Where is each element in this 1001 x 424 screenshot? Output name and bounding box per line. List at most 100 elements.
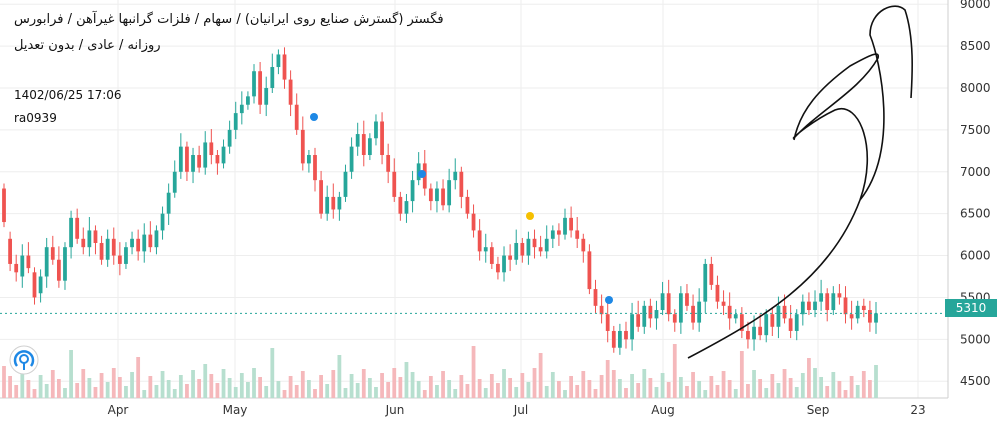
- candle-body: [447, 180, 452, 206]
- candle-body: [557, 230, 561, 235]
- candle-body: [453, 171, 458, 181]
- candle-body: [520, 242, 525, 256]
- volume-bar: [849, 376, 854, 398]
- volume-bar: [855, 385, 860, 398]
- volume-bar: [648, 378, 653, 398]
- volume-bar: [563, 390, 567, 398]
- volume-bar: [630, 374, 634, 398]
- chart-title: فگستر (گسترش صنایع روی ایرانیان) / سهام …: [14, 12, 444, 27]
- candle-body: [227, 129, 232, 147]
- candle-body: [813, 301, 817, 311]
- candle-body: [825, 293, 830, 311]
- candle-body: [2, 188, 6, 223]
- candle-body: [239, 104, 244, 114]
- volume-bar: [776, 383, 781, 398]
- candle-body: [81, 238, 86, 248]
- volume-bar: [807, 358, 811, 398]
- volume-bar: [416, 381, 421, 398]
- volume-bar: [459, 375, 464, 398]
- candle-body: [197, 155, 202, 168]
- candle-body: [50, 247, 55, 260]
- candle-body: [459, 171, 464, 197]
- volume-bar: [788, 378, 793, 398]
- volume-bar: [166, 380, 171, 398]
- volume-bar: [581, 371, 586, 398]
- volume-bar: [868, 380, 872, 398]
- volume-bar: [782, 369, 787, 398]
- candle-body: [20, 255, 25, 277]
- candle-body: [624, 330, 628, 340]
- volume-bar: [496, 383, 500, 398]
- chart-subtitle: روزانه / عادی / بدون تعدیل: [14, 38, 161, 53]
- volume-bar: [337, 355, 342, 398]
- volume-bar: [136, 357, 141, 398]
- x-tick-label: May: [223, 403, 248, 417]
- volume-bar: [215, 383, 220, 398]
- volume-bar: [642, 369, 647, 398]
- candle-body: [849, 314, 854, 319]
- candle-body: [367, 138, 372, 156]
- volume-bar: [258, 377, 263, 398]
- candle-body: [130, 238, 134, 248]
- candle-body: [374, 121, 378, 139]
- volume-bar: [185, 384, 189, 398]
- candle-body: [69, 217, 73, 248]
- candle-body: [258, 71, 263, 105]
- candle-body: [526, 238, 531, 256]
- volume-bar: [87, 378, 92, 398]
- candle-body: [593, 289, 598, 306]
- volume-bar: [154, 385, 159, 398]
- volume-bar: [465, 384, 470, 398]
- volume-bar: [447, 380, 452, 398]
- author-name: ra0939: [14, 111, 57, 125]
- candle-body: [715, 284, 720, 302]
- volume-bar: [99, 373, 104, 398]
- volume-bar: [739, 351, 744, 398]
- candle-body: [111, 238, 116, 256]
- candle-body: [691, 305, 695, 323]
- candle-body: [221, 146, 226, 164]
- candle-body: [355, 134, 360, 147]
- candle-body: [233, 113, 238, 130]
- event-marker-dot: [418, 170, 426, 178]
- candle-body: [654, 310, 659, 319]
- candle-body: [8, 238, 12, 264]
- candle-body: [294, 104, 299, 130]
- volume-bar: [331, 370, 336, 398]
- candle-body: [38, 276, 43, 294]
- volume-bar: [81, 369, 86, 398]
- candle-body: [203, 142, 208, 168]
- volume-bar: [130, 372, 134, 398]
- volume-bar: [428, 376, 433, 398]
- candle-body: [337, 196, 342, 210]
- candle-body: [843, 297, 848, 315]
- y-tick-label: 5000: [960, 332, 991, 346]
- volume-bar: [276, 381, 281, 398]
- volume-bar: [8, 376, 12, 398]
- volume-bar: [148, 376, 153, 398]
- volume-bar: [691, 372, 695, 398]
- candle-body: [26, 255, 31, 269]
- volume-bar: [386, 382, 391, 398]
- event-marker-dot: [605, 296, 613, 304]
- volume-bar: [20, 371, 25, 398]
- volume-bar: [380, 373, 384, 398]
- candle-body: [142, 234, 147, 252]
- volume-bar: [654, 387, 659, 398]
- volume-bar: [288, 376, 293, 398]
- volume-bar: [392, 368, 397, 398]
- volume-bar: [50, 370, 55, 398]
- candle-body: [800, 301, 805, 315]
- volume-bar: [398, 377, 403, 398]
- candle-body: [496, 263, 500, 273]
- candle-body: [300, 129, 305, 164]
- candle-body: [807, 301, 811, 311]
- volume-bar: [404, 362, 409, 398]
- volume-bar: [532, 368, 537, 398]
- y-tick-label: 9000: [960, 0, 991, 11]
- volume-bar: [124, 386, 128, 398]
- candle-body: [544, 238, 549, 252]
- volume-bar: [538, 353, 543, 398]
- volume-bar: [26, 380, 31, 398]
- volume-bar: [367, 378, 372, 398]
